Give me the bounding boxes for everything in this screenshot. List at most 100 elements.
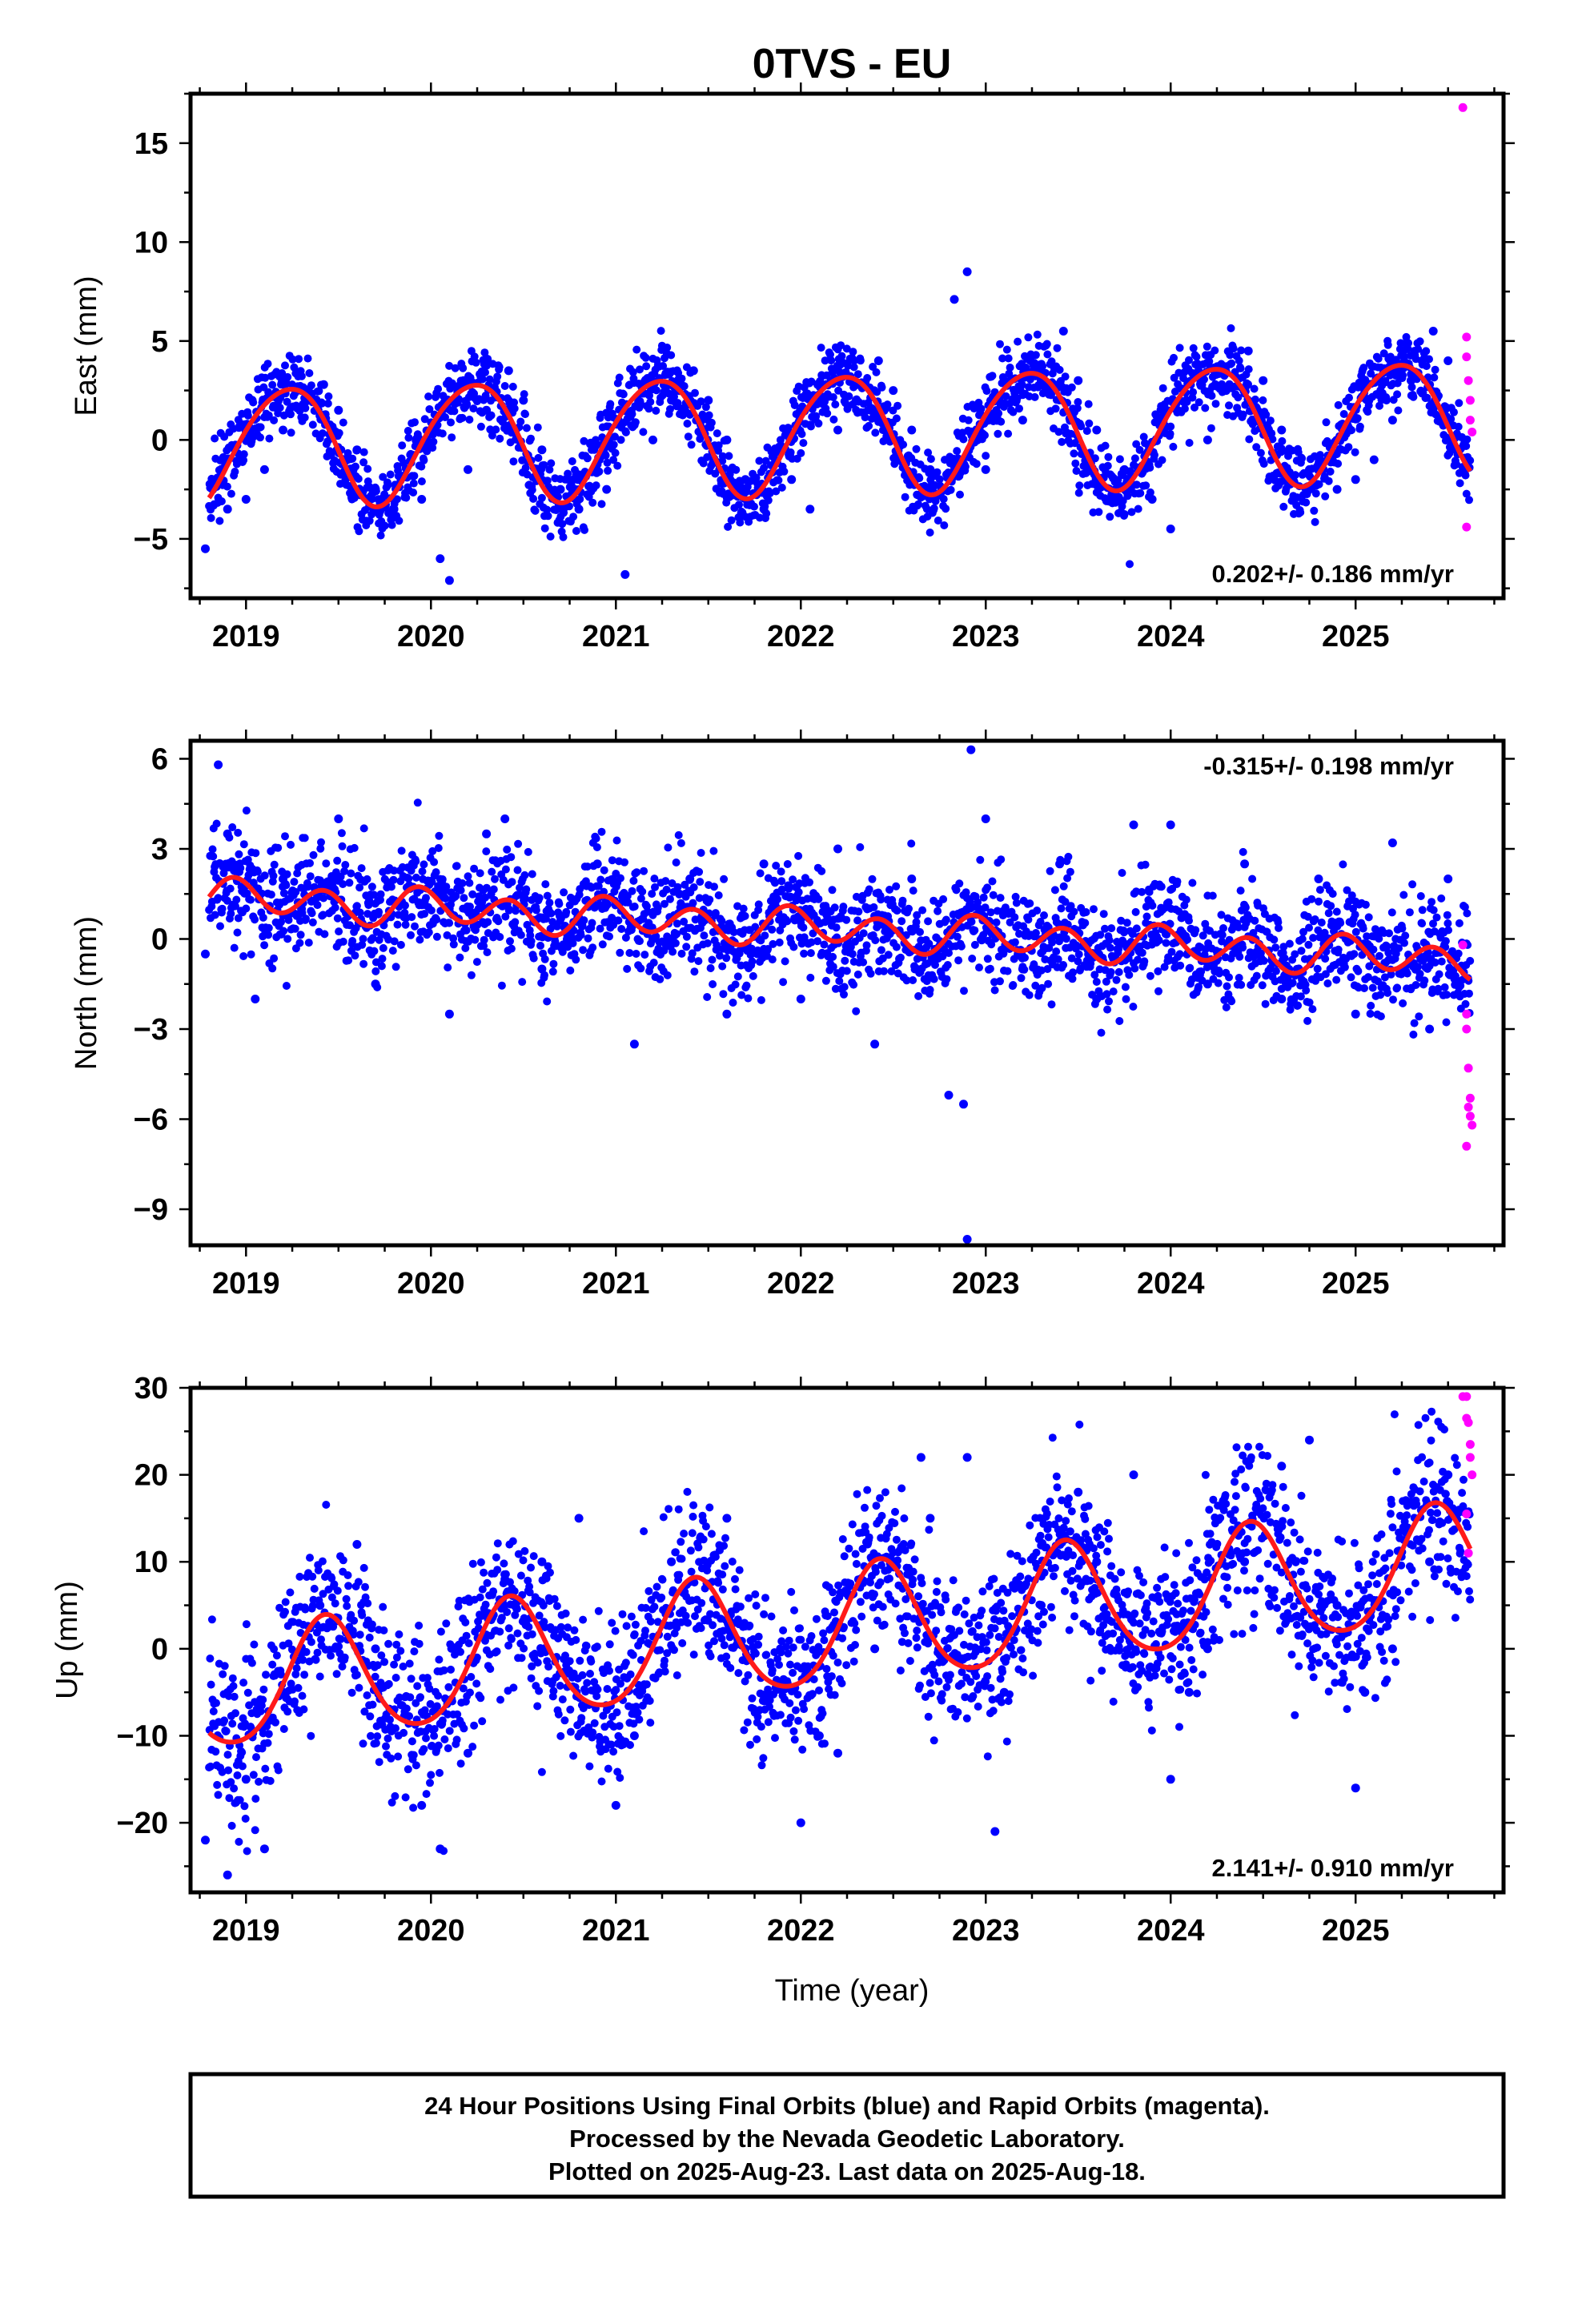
up-final-point	[206, 1655, 215, 1663]
east-final-point	[1430, 373, 1439, 382]
north-final-point	[1259, 956, 1268, 965]
north-final-point	[1387, 838, 1397, 847]
north-final-point	[1385, 929, 1393, 938]
north-final-point	[232, 895, 241, 904]
north-final-point	[507, 853, 516, 862]
east-final-point	[1344, 443, 1353, 452]
north-final-point	[391, 963, 400, 971]
up-final-point	[249, 1771, 258, 1779]
north-final-point	[979, 893, 988, 902]
north-final-point	[1106, 943, 1114, 952]
up-final-point	[235, 1837, 243, 1846]
east-rapid-point	[1462, 332, 1472, 342]
north-final-point	[212, 819, 221, 828]
east-rate-label: 0.202+/- 0.186 mm/yr	[1212, 560, 1454, 588]
up-final-point	[233, 1771, 242, 1779]
north-final-point	[584, 934, 592, 943]
east-final-point	[592, 440, 601, 449]
north-final-point	[828, 886, 837, 895]
north-final-point	[408, 913, 416, 922]
north-final-point	[331, 903, 339, 912]
north-final-point	[1009, 981, 1018, 989]
north-final-point	[796, 995, 805, 1003]
east-final-point	[663, 344, 672, 352]
north-points	[201, 745, 1477, 1244]
north-final-point	[805, 878, 813, 887]
east-final-point	[849, 363, 858, 372]
east-final-point	[1305, 464, 1314, 474]
east-final-point	[1203, 435, 1212, 444]
up-final-point	[219, 1670, 227, 1679]
north-final-point	[260, 871, 269, 880]
north-final-point	[842, 967, 851, 975]
north-final-point	[484, 918, 492, 927]
north-final-point	[1025, 991, 1034, 999]
east-final-point	[1407, 376, 1415, 385]
north-final-point	[1191, 926, 1200, 935]
east-final-point	[1009, 408, 1018, 416]
north-final-point	[897, 917, 906, 926]
east-final-point	[1018, 380, 1026, 389]
east-final-point	[1120, 464, 1129, 474]
east-final-point	[265, 434, 274, 443]
north-final-point	[588, 943, 597, 952]
north-final-point	[1351, 911, 1359, 919]
north-final-point	[820, 940, 829, 949]
east-y-tick-label: 0	[151, 424, 168, 457]
east-final-point	[982, 452, 990, 460]
north-final-point	[363, 875, 371, 883]
north-final-point	[514, 839, 523, 848]
east-final-point	[667, 351, 676, 360]
north-final-point	[460, 894, 468, 903]
north-final-point	[1208, 891, 1217, 900]
east-final-point	[727, 516, 736, 525]
east-final-point	[1227, 324, 1235, 332]
north-final-point	[677, 838, 685, 847]
east-final-point	[287, 428, 295, 437]
north-final-point	[703, 993, 712, 1001]
east-final-point	[545, 465, 554, 474]
east-final-point	[537, 445, 547, 455]
east-final-point	[288, 355, 297, 364]
east-final-point	[684, 432, 693, 441]
east-final-point	[1200, 375, 1208, 384]
east-final-point	[926, 455, 935, 464]
north-final-point	[970, 926, 979, 935]
north-final-point	[1418, 906, 1427, 915]
north-final-point	[814, 895, 823, 903]
east-final-point	[1394, 406, 1403, 415]
north-final-point	[508, 878, 516, 887]
up-final-point	[220, 1716, 229, 1725]
north-final-point	[870, 1039, 880, 1049]
east-final-point	[961, 462, 970, 471]
north-final-point	[1271, 967, 1280, 975]
north-final-point	[1118, 869, 1126, 877]
east-final-point	[534, 453, 543, 462]
north-final-point	[640, 866, 648, 875]
north-final-point	[839, 903, 848, 911]
east-final-point	[1033, 330, 1042, 339]
east-final-point	[1055, 365, 1064, 374]
north-final-point	[1214, 979, 1223, 987]
north-final-point	[1315, 897, 1323, 906]
north-final-point	[1313, 964, 1322, 973]
east-final-point	[351, 462, 359, 471]
north-final-point	[1366, 1009, 1375, 1018]
east-final-point	[915, 474, 924, 483]
north-final-point	[1351, 927, 1360, 936]
east-final-point	[1422, 347, 1431, 356]
north-final-point	[866, 969, 875, 978]
east-final-point	[852, 396, 861, 405]
north-final-point	[1105, 936, 1114, 945]
east-final-point	[1353, 414, 1362, 423]
east-final-point	[243, 411, 252, 420]
east-final-point	[1166, 429, 1174, 438]
east-final-point	[1311, 517, 1319, 526]
north-final-point	[996, 977, 1004, 986]
east-final-point	[1192, 352, 1201, 361]
north-rapid-point	[1464, 1103, 1473, 1112]
north-final-point	[744, 994, 753, 1003]
north-final-point	[783, 917, 792, 926]
north-final-point	[1350, 950, 1359, 959]
